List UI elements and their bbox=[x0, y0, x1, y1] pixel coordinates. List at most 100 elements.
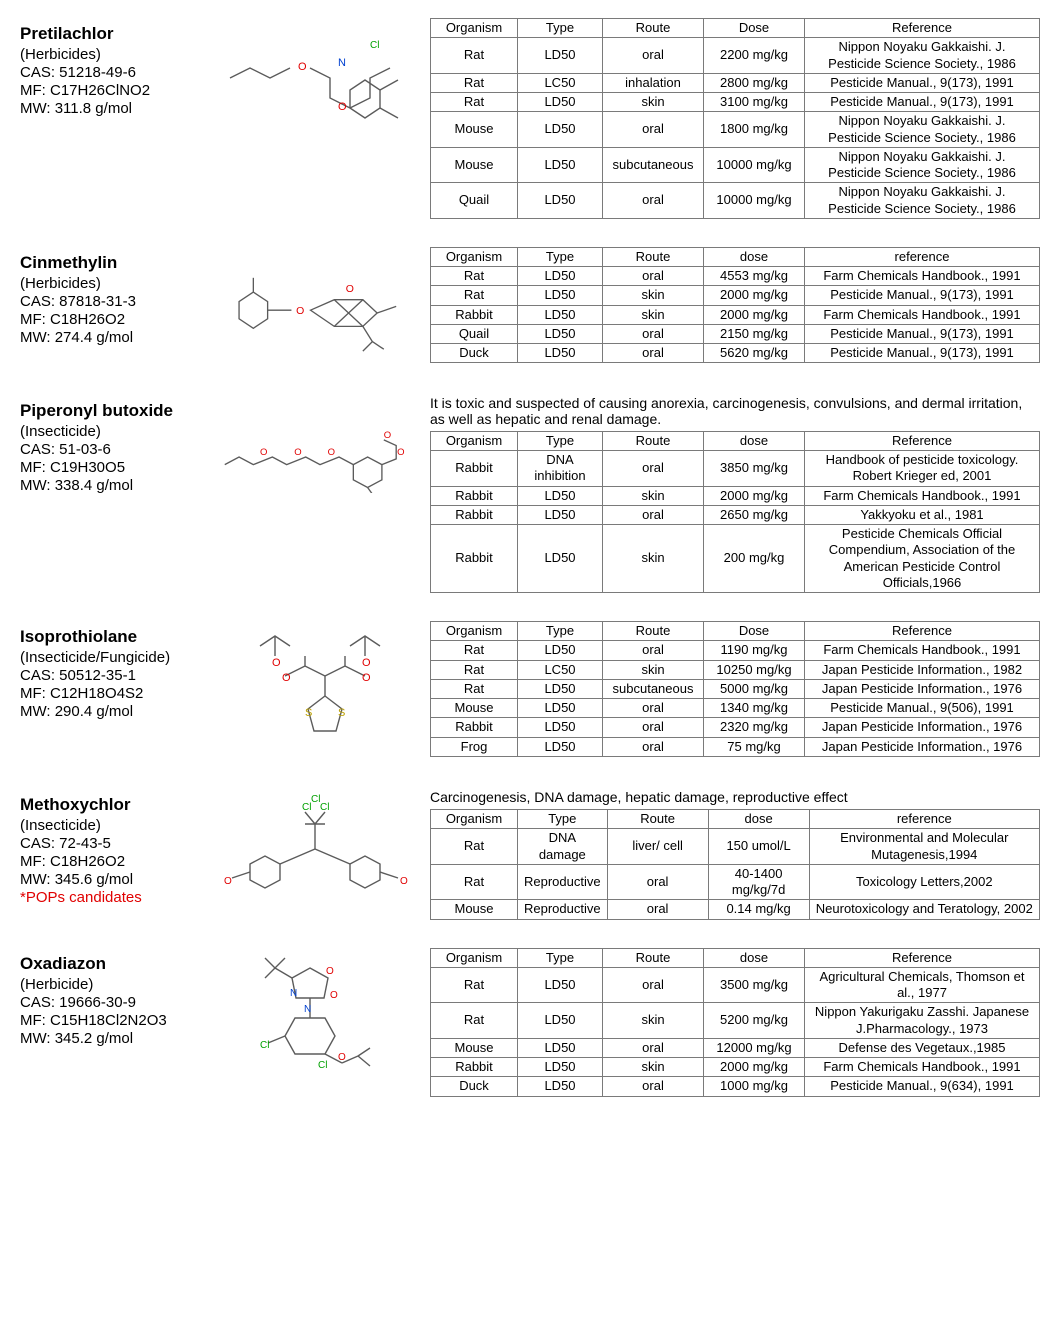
table-cell: oral bbox=[607, 900, 708, 919]
compound-info: Piperonyl butoxide (Insecticide) CAS: 51… bbox=[20, 395, 210, 495]
svg-text:N: N bbox=[338, 57, 346, 69]
table-cell: Rabbit bbox=[431, 305, 518, 324]
table-cell: Pesticide Manual., 9(506), 1991 bbox=[805, 699, 1040, 718]
toxicity-table: OrganismTypeRouteDoseReferenceRatLD50ora… bbox=[430, 621, 1040, 757]
table-header: reference bbox=[805, 247, 1040, 266]
toxicity-table: OrganismTypeRoutedoseReferenceRatLD50ora… bbox=[430, 948, 1040, 1097]
table-header: Type bbox=[518, 810, 608, 829]
table-row: RatLD50skin5200 mg/kgNippon Yakurigaku Z… bbox=[431, 1003, 1040, 1039]
table-cell: Nippon Noyaku Gakkaishi. J. Pesticide Sc… bbox=[805, 183, 1040, 219]
table-cell: Defense des Vegetaux.,1985 bbox=[805, 1038, 1040, 1057]
table-cell: skin bbox=[603, 305, 704, 324]
compound-mf: MF: C19H30O5 bbox=[20, 459, 210, 476]
table-cell: 150 umol/L bbox=[708, 829, 809, 865]
table-cell: Pesticide Manual., 9(634), 1991 bbox=[805, 1077, 1040, 1096]
table-row: MouseLD50oral1800 mg/kgNippon Noyaku Gak… bbox=[431, 112, 1040, 148]
table-header: Route bbox=[603, 19, 704, 38]
compound-name: Cinmethylin bbox=[20, 253, 210, 273]
table-cell: LD50 bbox=[518, 183, 603, 219]
compound-cas: CAS: 87818-31-3 bbox=[20, 293, 210, 310]
table-cell: oral bbox=[603, 324, 704, 343]
table-header: Organism bbox=[431, 431, 518, 450]
table-cell: oral bbox=[603, 737, 704, 756]
structure-methoxychlor: Cl Cl Cl O O bbox=[220, 794, 420, 904]
table-cell: oral bbox=[603, 183, 704, 219]
table-cell: Quail bbox=[431, 183, 518, 219]
table-cell: Farm Chemicals Handbook., 1991 bbox=[805, 641, 1040, 660]
svg-text:Cl: Cl bbox=[318, 1060, 327, 1071]
svg-text:N: N bbox=[290, 988, 297, 999]
svg-text:O: O bbox=[338, 1052, 346, 1063]
structure-diagram: O O N N Cl Cl O bbox=[210, 948, 430, 1088]
table-row: RabbitLD50skin2000 mg/kgFarm Chemicals H… bbox=[431, 486, 1040, 505]
table-header: Organism bbox=[431, 810, 518, 829]
table-header: Type bbox=[518, 19, 603, 38]
table-row: RabbitLD50skin2000 mg/kgFarm Chemicals H… bbox=[431, 305, 1040, 324]
svg-text:O: O bbox=[296, 306, 304, 317]
toxicity-table: OrganismTypeRoutedoseReferenceRabbitDNA … bbox=[430, 431, 1040, 593]
table-cell: Rat bbox=[431, 967, 518, 1003]
compound-cas: CAS: 51218-49-6 bbox=[20, 64, 210, 81]
table-cell: Pesticide Manual., 9(173), 1991 bbox=[805, 73, 1040, 92]
table-cell: Reproductive bbox=[518, 864, 608, 900]
structure-pretilachlor: O N Cl O bbox=[220, 18, 420, 138]
table-header: Organism bbox=[431, 247, 518, 266]
table-cell: LD50 bbox=[518, 505, 603, 524]
table-row: RatLC50inhalation2800 mg/kgPesticide Man… bbox=[431, 73, 1040, 92]
table-row: RatDNA damageliver/ cell150 umol/LEnviro… bbox=[431, 829, 1040, 865]
table-cell: LD50 bbox=[518, 486, 603, 505]
svg-text:O: O bbox=[294, 447, 301, 458]
toxicity-table-wrapper: Carcinogenesis, DNA damage, hepatic dama… bbox=[430, 789, 1040, 920]
compound-name: Oxadiazon bbox=[20, 954, 210, 974]
structure-isoprothiolane: O O O O S S bbox=[230, 621, 410, 761]
table-cell: 1800 mg/kg bbox=[704, 112, 805, 148]
table-cell: Rat bbox=[431, 286, 518, 305]
svg-text:O: O bbox=[272, 657, 281, 669]
table-header: reference bbox=[809, 810, 1039, 829]
table-cell: Pesticide Manual., 9(173), 1991 bbox=[805, 344, 1040, 363]
svg-text:O: O bbox=[346, 284, 354, 295]
table-cell: Rat bbox=[431, 38, 518, 74]
table-cell: Mouse bbox=[431, 1038, 518, 1057]
pops-note: *POPs candidates bbox=[20, 889, 210, 906]
table-cell: skin bbox=[603, 1058, 704, 1077]
table-row: RatLD50oral2200 mg/kgNippon Noyaku Gakka… bbox=[431, 38, 1040, 74]
table-cell: Toxicology Letters,2002 bbox=[809, 864, 1039, 900]
table-cell: 2000 mg/kg bbox=[704, 286, 805, 305]
table-header: Reference bbox=[805, 431, 1040, 450]
compound-name: Methoxychlor bbox=[20, 795, 210, 815]
table-cell: Nippon Noyaku Gakkaishi. J. Pesticide Sc… bbox=[805, 38, 1040, 74]
table-row: RabbitLD50skin200 mg/kgPesticide Chemica… bbox=[431, 525, 1040, 593]
table-cell: Japan Pesticide Information., 1976 bbox=[805, 718, 1040, 737]
table-cell: Nippon Noyaku Gakkaishi. J. Pesticide Sc… bbox=[805, 147, 1040, 183]
toxicity-table-wrapper: OrganismTypeRouteDoseReferenceRatLD50ora… bbox=[430, 18, 1040, 219]
table-cell: oral bbox=[603, 38, 704, 74]
table-cell: oral bbox=[603, 718, 704, 737]
table-cell: oral bbox=[603, 112, 704, 148]
table-cell: LD50 bbox=[518, 305, 603, 324]
compound-info: Methoxychlor (Insecticide) CAS: 72-43-5 … bbox=[20, 789, 210, 906]
table-cell: LD50 bbox=[518, 1058, 603, 1077]
table-cell: Rat bbox=[431, 1003, 518, 1039]
structure-diagram: O O O O S S bbox=[210, 621, 430, 761]
structure-oxadiazon: O O N N Cl Cl O bbox=[230, 948, 410, 1088]
table-cell: Mouse bbox=[431, 147, 518, 183]
table-cell: 2200 mg/kg bbox=[704, 38, 805, 74]
svg-text:O: O bbox=[397, 447, 404, 458]
table-cell: Environmental and Molecular Mutagenesis,… bbox=[809, 829, 1039, 865]
compound-mw: MW: 274.4 g/mol bbox=[20, 329, 210, 346]
table-cell: LD50 bbox=[518, 718, 603, 737]
table-header: Route bbox=[603, 431, 704, 450]
compound-row: Methoxychlor (Insecticide) CAS: 72-43-5 … bbox=[20, 789, 1040, 920]
table-cell: skin bbox=[603, 1003, 704, 1039]
table-cell: Rabbit bbox=[431, 451, 518, 487]
table-cell: Rabbit bbox=[431, 1058, 518, 1077]
table-cell: LD50 bbox=[518, 286, 603, 305]
table-cell: oral bbox=[603, 699, 704, 718]
table-row: FrogLD50oral75 mg/kgJapan Pesticide Info… bbox=[431, 737, 1040, 756]
table-cell: liver/ cell bbox=[607, 829, 708, 865]
table-cell: LD50 bbox=[518, 679, 603, 698]
table-cell: LD50 bbox=[518, 699, 603, 718]
svg-text:O: O bbox=[282, 672, 291, 684]
compound-info: Pretilachlor (Herbicides) CAS: 51218-49-… bbox=[20, 18, 210, 118]
